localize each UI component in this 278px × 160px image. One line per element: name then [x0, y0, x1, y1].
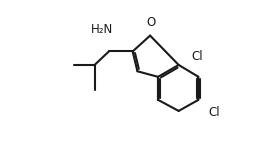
Text: Cl: Cl	[209, 106, 220, 119]
Text: O: O	[146, 16, 155, 29]
Text: Cl: Cl	[191, 50, 203, 63]
Text: H₂N: H₂N	[91, 23, 113, 36]
